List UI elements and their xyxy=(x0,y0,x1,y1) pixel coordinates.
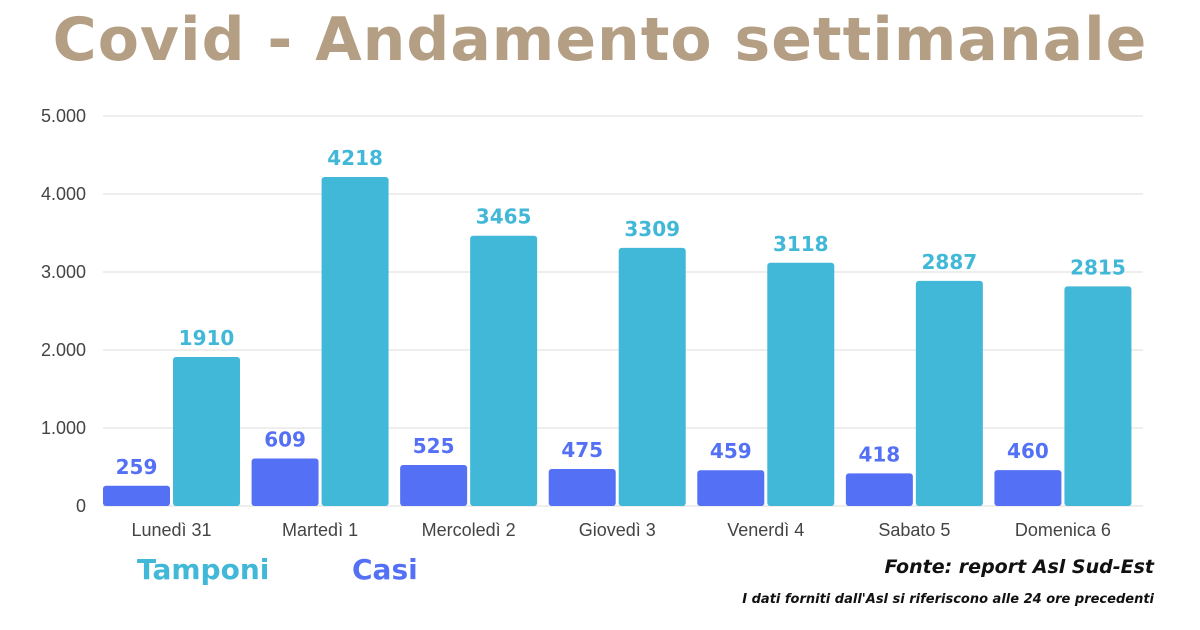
chart-title: Covid - Andamento settimanale xyxy=(52,5,1148,75)
bar-tamponi xyxy=(173,357,240,506)
value-label-tamponi: 3118 xyxy=(773,232,829,256)
x-tick-label: Martedì 1 xyxy=(282,520,358,540)
value-label-casi: 525 xyxy=(413,434,455,458)
y-tick-label: 2.000 xyxy=(41,340,86,360)
bars xyxy=(103,176,1132,507)
value-label-casi: 475 xyxy=(561,438,603,462)
y-tick-label: 5.000 xyxy=(41,106,86,126)
bar-casi xyxy=(251,458,319,506)
bar-tamponi xyxy=(767,262,835,506)
axis-ticks: 0 1.000 2.000 3.000 4.000 5.000 Lunedì 31 Marte… xyxy=(41,106,1111,540)
value-label-tamponi: 3309 xyxy=(624,217,680,241)
value-label-tamponi: 1910 xyxy=(179,326,235,350)
value-label-casi: 418 xyxy=(858,442,900,466)
bar-casi xyxy=(845,473,913,506)
note-text: I dati forniti dall'Asl si riferiscono a… xyxy=(742,592,1154,607)
bar-casi xyxy=(548,468,616,506)
y-tick-label: 3.000 xyxy=(41,262,86,282)
legend-casi: Casi xyxy=(352,553,418,586)
source-text: Fonte: report Asl Sud-Est xyxy=(884,556,1154,578)
value-label-casi: 459 xyxy=(710,439,752,463)
bar-casi xyxy=(400,465,468,506)
value-labels: 259 1910 609 4218 525 3465 475 3309 459 3118 418 28… xyxy=(116,146,1126,479)
x-tick-label: Venerdì 4 xyxy=(727,520,804,540)
value-label-tamponi: 3465 xyxy=(476,205,532,229)
bar-tamponi xyxy=(618,247,686,506)
value-label-tamponi: 2815 xyxy=(1070,255,1126,279)
x-tick-label: Lunedì 31 xyxy=(131,520,211,540)
y-tick-label: 0 xyxy=(76,496,86,516)
value-label-tamponi: 2887 xyxy=(922,250,978,274)
bar-tamponi xyxy=(470,235,538,507)
value-label-tamponi: 4218 xyxy=(327,146,383,170)
bar-tamponi xyxy=(1064,286,1132,506)
x-tick-label: Sabato 5 xyxy=(878,520,950,540)
legend-tamponi: Tamponi xyxy=(137,553,270,586)
bar-tamponi xyxy=(915,280,983,506)
bar-casi xyxy=(697,470,765,506)
y-tick-label: 1.000 xyxy=(41,418,86,438)
bar-casi xyxy=(994,470,1062,506)
x-tick-label: Giovedì 3 xyxy=(579,520,656,540)
value-label-casi: 259 xyxy=(116,455,158,479)
x-tick-label: Mercoledì 2 xyxy=(422,520,516,540)
bar-tamponi xyxy=(321,176,389,506)
value-label-casi: 609 xyxy=(264,427,306,451)
y-tick-label: 4.000 xyxy=(41,184,86,204)
bar-casi xyxy=(103,485,170,506)
x-tick-label: Domenica 6 xyxy=(1015,520,1111,540)
value-label-casi: 460 xyxy=(1007,439,1049,463)
